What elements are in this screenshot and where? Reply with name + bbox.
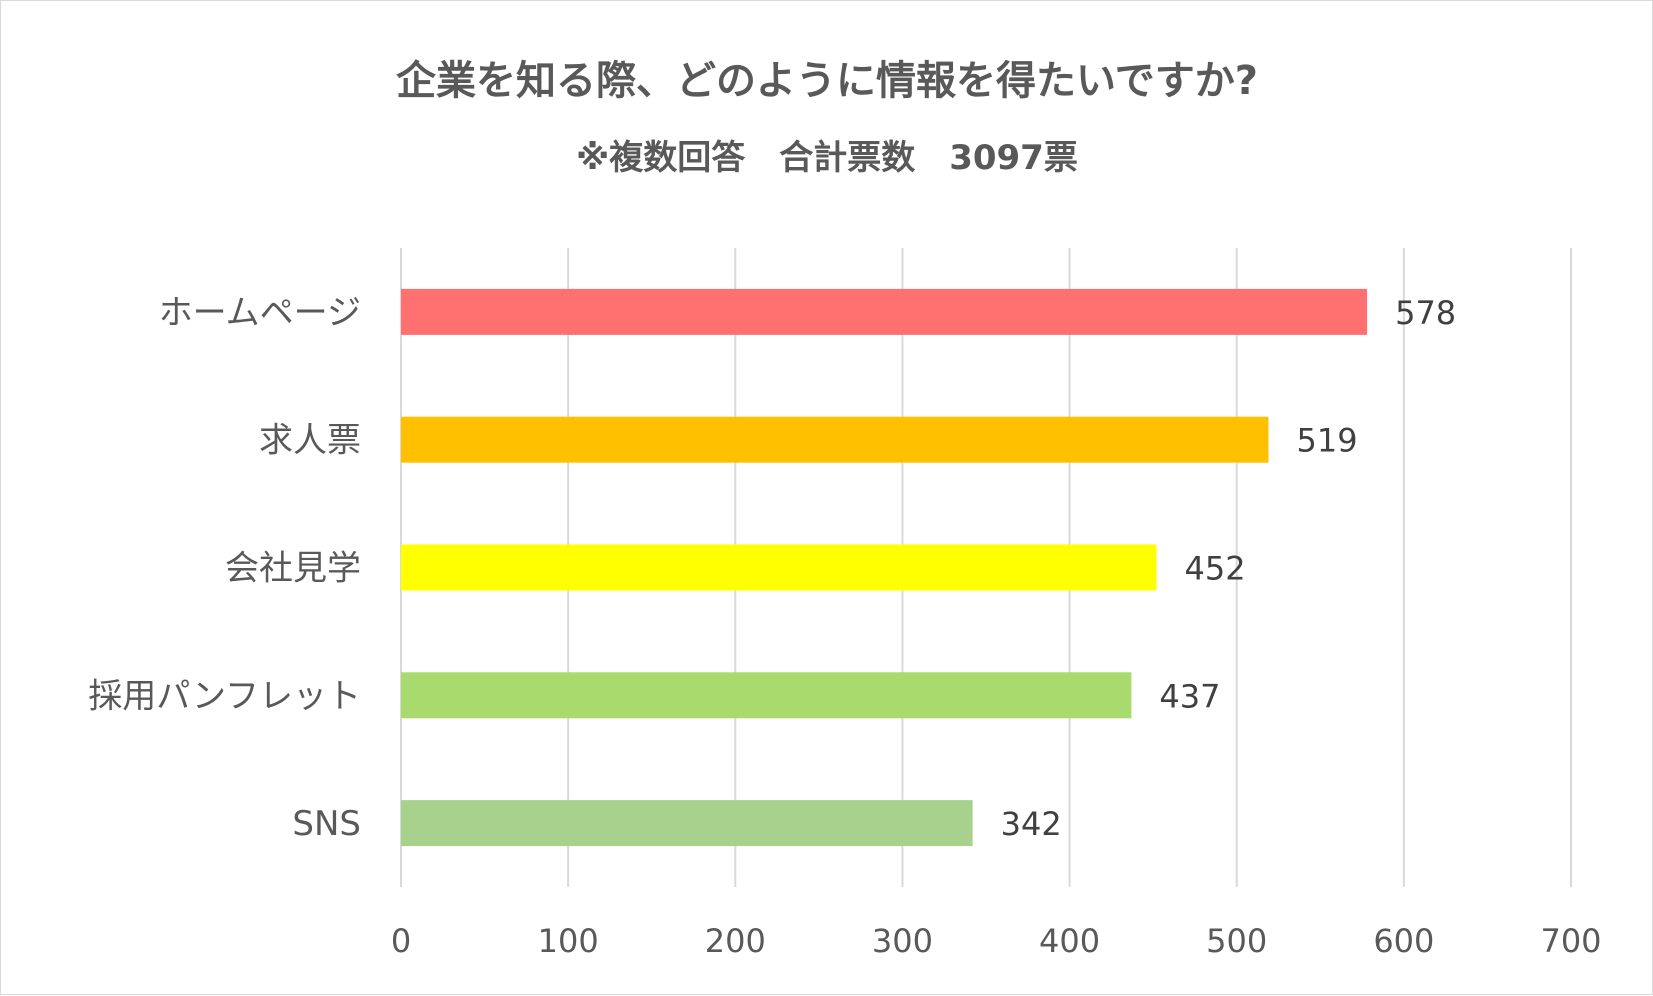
chart-title: 企業を知る際、どのように情報を得たいですか? bbox=[396, 58, 1258, 104]
category-label-4: 採用パンフレット bbox=[88, 676, 361, 716]
category-label-2: 求人票 bbox=[259, 421, 361, 461]
data-label-5: 342 bbox=[1001, 805, 1062, 843]
bar-3 bbox=[401, 544, 1157, 591]
x-tick-label-300: 300 bbox=[872, 922, 933, 960]
x-tick-label-100: 100 bbox=[538, 922, 599, 960]
data-label-1: 578 bbox=[1395, 294, 1456, 332]
bar-1 bbox=[401, 288, 1368, 335]
category-label-5: SNS bbox=[292, 804, 361, 844]
chart-subtitle: ※複数回答 合計票数 3097票 bbox=[576, 138, 1078, 178]
data-label-4: 437 bbox=[1159, 677, 1220, 715]
bar-4 bbox=[401, 672, 1132, 719]
x-tick-label-0: 0 bbox=[391, 922, 411, 960]
data-labels: 578 519 452 437 342 bbox=[1001, 294, 1457, 843]
x-tick-label-600: 600 bbox=[1373, 922, 1434, 960]
x-tick-label-500: 500 bbox=[1206, 922, 1267, 960]
bar-5 bbox=[401, 800, 973, 847]
data-label-2: 519 bbox=[1296, 422, 1357, 460]
x-axis-tick-labels: 0 100 200 300 400 500 600 700 bbox=[391, 922, 1602, 960]
data-label-3: 452 bbox=[1184, 550, 1245, 588]
x-tick-label-200: 200 bbox=[705, 922, 766, 960]
bars bbox=[401, 288, 1368, 847]
category-label-1: ホームページ bbox=[159, 293, 361, 333]
bar-2 bbox=[401, 416, 1269, 463]
x-tick-label-700: 700 bbox=[1540, 922, 1601, 960]
x-tick-label-400: 400 bbox=[1039, 922, 1100, 960]
category-label-3: 会社見学 bbox=[225, 549, 361, 589]
